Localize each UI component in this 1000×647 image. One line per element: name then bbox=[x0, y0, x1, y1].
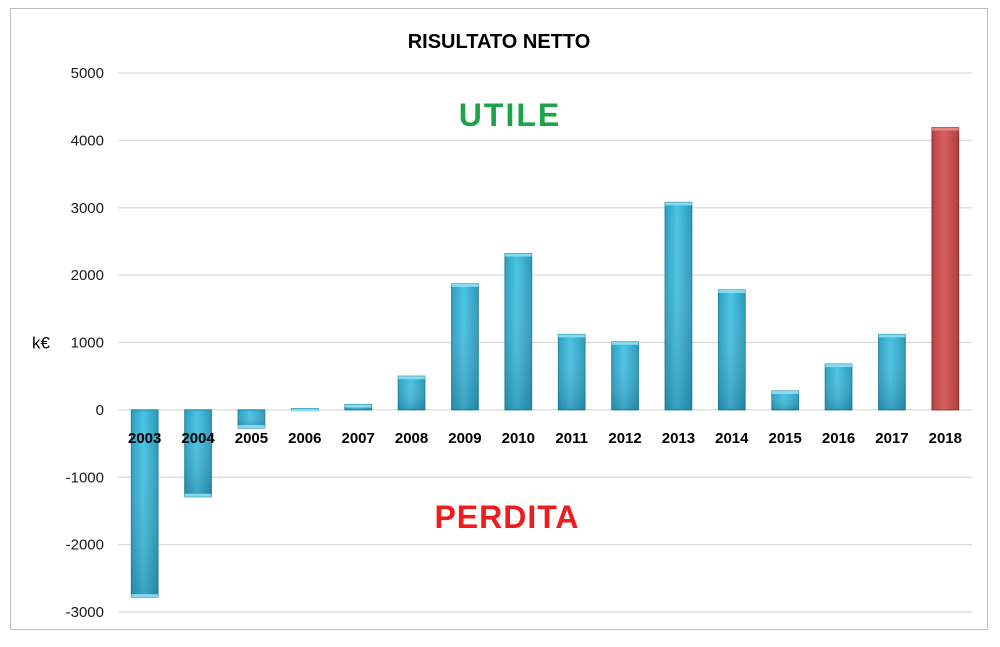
bar-shade bbox=[771, 391, 799, 410]
bar-shade bbox=[878, 334, 906, 410]
y-tick-label: 2000 bbox=[71, 267, 104, 284]
x-tick-label: 2016 bbox=[822, 430, 855, 447]
x-tick-label: 2012 bbox=[608, 430, 641, 447]
bar-shade bbox=[718, 289, 746, 410]
bar-2018 bbox=[931, 127, 960, 411]
bar-2016 bbox=[824, 363, 853, 411]
bar-shade bbox=[184, 409, 212, 497]
x-tick-label: 2013 bbox=[662, 430, 695, 447]
bar-shade bbox=[398, 376, 425, 410]
bar-2009 bbox=[451, 283, 479, 411]
annotation-perdita: PERDITA bbox=[434, 499, 579, 535]
bar-2013 bbox=[664, 201, 693, 411]
axis-labels: 5000 4000 3000 2000 1000 0 -1000 -2000 -3000 k€ 20… bbox=[32, 65, 962, 621]
bar-2004 bbox=[184, 409, 212, 498]
annotations: UTILE PERDITA bbox=[434, 97, 579, 535]
bar-cap bbox=[291, 408, 319, 412]
y-tick-label: 3000 bbox=[71, 200, 104, 217]
bar-shade bbox=[558, 334, 586, 410]
chart-title: RISULTATO NETTO bbox=[407, 31, 591, 53]
annotation-utile: UTILE bbox=[459, 97, 561, 133]
x-tick-label: 2018 bbox=[929, 430, 962, 447]
x-tick-label: 2011 bbox=[555, 430, 588, 447]
x-tick-label: 2014 bbox=[715, 430, 749, 447]
bar-cap bbox=[504, 253, 532, 257]
bar-cap bbox=[131, 594, 159, 598]
bar-2006 bbox=[290, 408, 319, 412]
x-tick-label: 2003 bbox=[128, 430, 161, 447]
bar-2017 bbox=[878, 333, 906, 411]
bar-shade bbox=[451, 283, 479, 410]
bar-2012 bbox=[611, 341, 639, 411]
bar-cap bbox=[771, 391, 799, 395]
y-tick-label: -3000 bbox=[66, 604, 104, 621]
bar-cap bbox=[451, 283, 479, 287]
y-tick-label: 1000 bbox=[71, 335, 104, 352]
chart-frame: RISULTATO NETTO bbox=[10, 8, 988, 630]
x-tick-label: 2008 bbox=[395, 430, 428, 447]
bar-shade bbox=[131, 409, 159, 598]
x-tick-label: 2007 bbox=[342, 430, 375, 447]
bar-cap bbox=[665, 202, 692, 206]
bar-cap bbox=[718, 289, 746, 293]
x-tick-label: 2004 bbox=[181, 430, 215, 447]
x-tick-label: 2017 bbox=[875, 430, 908, 447]
bar-2015 bbox=[771, 390, 800, 411]
y-tick-label: 5000 bbox=[71, 65, 104, 82]
y-tick-label: 0 bbox=[96, 402, 104, 419]
bar-2007 bbox=[344, 403, 373, 411]
bar-shade bbox=[238, 409, 265, 429]
bar-cap bbox=[344, 404, 372, 408]
y-tick-label: 4000 bbox=[71, 132, 104, 149]
x-tick-label: 2015 bbox=[769, 430, 802, 447]
y-tick-label: -1000 bbox=[66, 469, 104, 486]
x-tick-label: 2009 bbox=[448, 430, 481, 447]
bar-shade bbox=[504, 253, 532, 410]
bars bbox=[130, 127, 960, 598]
bar-2003 bbox=[130, 409, 159, 598]
bar-cap bbox=[398, 376, 425, 380]
bar-cap bbox=[878, 334, 906, 338]
bar-2014 bbox=[717, 289, 746, 411]
bar-2005 bbox=[237, 409, 266, 429]
x-tick-label: 2006 bbox=[288, 430, 321, 447]
bar-cap bbox=[931, 127, 959, 131]
bar-cap bbox=[184, 493, 212, 497]
bar-2008 bbox=[397, 375, 426, 411]
bar-cap bbox=[558, 334, 586, 338]
x-tick-label: 2010 bbox=[502, 430, 535, 447]
bar-shade bbox=[665, 202, 692, 410]
bar-shade bbox=[611, 341, 639, 410]
bar-2011 bbox=[557, 333, 586, 411]
y-tick-label: -2000 bbox=[66, 537, 104, 554]
x-tick-label: 2005 bbox=[235, 430, 268, 447]
bar-shade bbox=[825, 364, 852, 410]
bar-cap bbox=[825, 364, 852, 368]
bar-cap bbox=[238, 425, 265, 429]
bar-cap bbox=[611, 341, 639, 345]
bar-2010 bbox=[504, 253, 533, 411]
y-axis-label: k€ bbox=[32, 334, 51, 353]
bar-body bbox=[931, 127, 960, 411]
